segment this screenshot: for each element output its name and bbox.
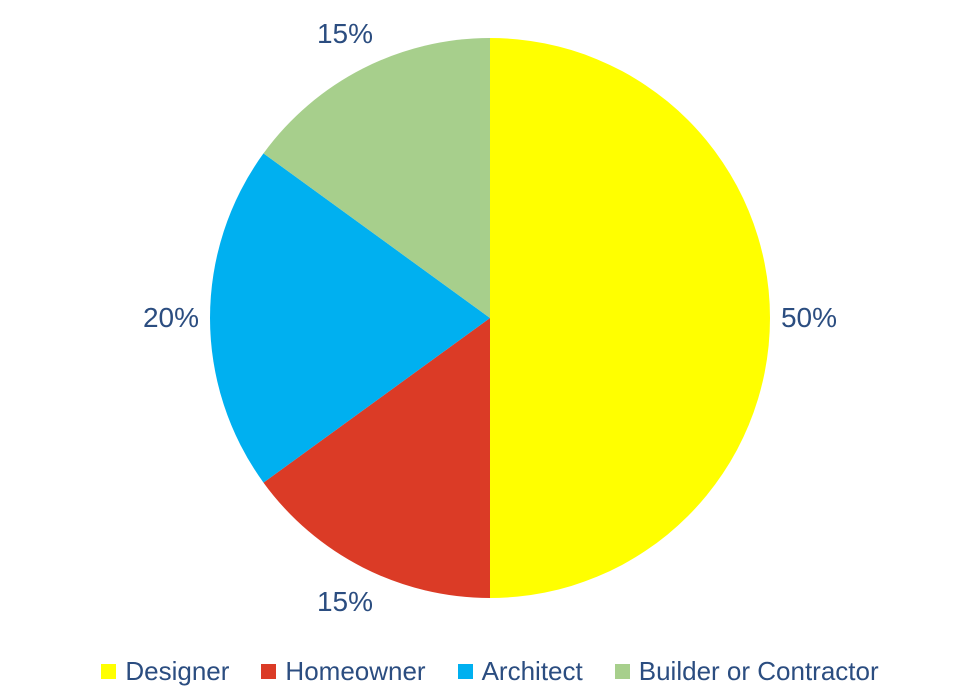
slice-label-homeowner: 15%: [316, 586, 374, 617]
legend-item-builder-or-contractor: Builder or Contractor: [614, 656, 879, 686]
slice-label-architect: 20%: [142, 302, 200, 333]
legend-label-homeowner: Homeowner: [285, 656, 426, 686]
pie-slice-homeowner: [263, 318, 490, 598]
slice-label-designer: 50%: [780, 302, 838, 333]
legend-item-homeowner: Homeowner: [261, 656, 426, 686]
legend-label-architect: Architect: [481, 656, 583, 686]
legend-swatch-homeowner: [261, 663, 277, 679]
slice-label-builder-or-contractor: 15%: [316, 18, 374, 49]
legend-item-designer: Designer: [101, 658, 229, 684]
pie-slice-architect: [210, 153, 490, 483]
pie-slice-builder-or-contractor: [263, 38, 490, 318]
legend-swatch-builder-or-contractor: [614, 663, 630, 679]
legend-swatch-designer: [101, 663, 117, 679]
legend: Designer Homeowner Architect Builder or Con…: [0, 651, 980, 691]
legend-label-builder-or-contractor: Builder or Contractor: [638, 656, 879, 686]
legend-item-architect: Architect: [457, 656, 583, 686]
pie-slice-designer: [490, 38, 770, 598]
legend-label-designer: Designer: [125, 656, 230, 686]
legend-swatch-architect: [457, 663, 473, 679]
